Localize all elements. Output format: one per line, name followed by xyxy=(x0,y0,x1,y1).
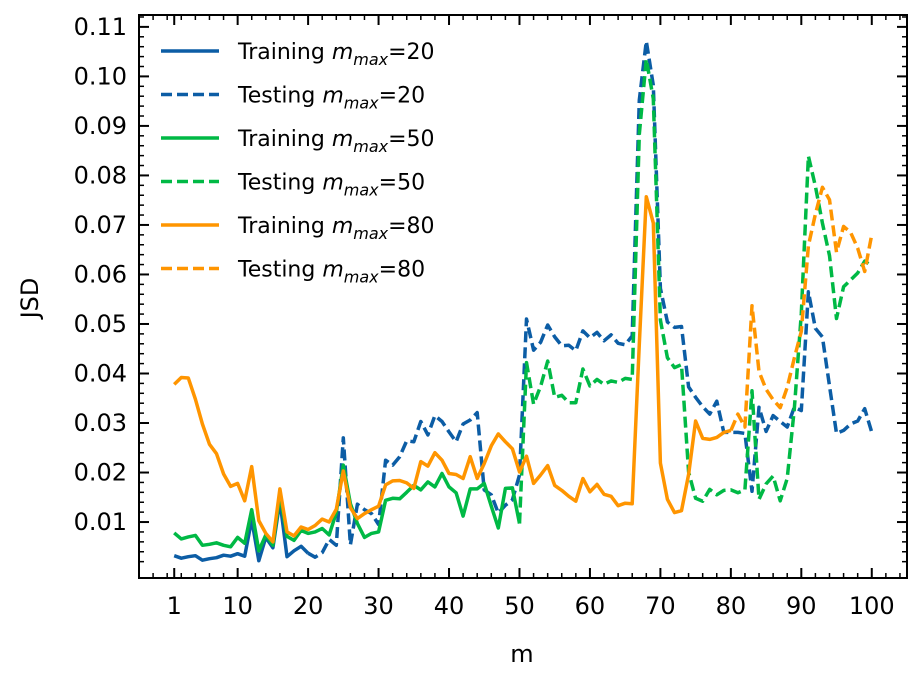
legend-label-m: m xyxy=(332,40,353,65)
legend-label: Testing mmax=50 xyxy=(237,171,425,200)
x-tick-label: 100 xyxy=(849,592,895,620)
plot-area: 1 10 20 30 40 50 60 70 80 90 100 0.01 0.02 0.03 0.04 0.… xyxy=(74,13,908,620)
legend-label-m: m xyxy=(322,258,343,283)
x-tick-label: 40 xyxy=(434,592,465,620)
y-tick-label: 0.07 xyxy=(74,211,127,239)
legend-label: Training mmax=50 xyxy=(237,127,435,156)
y-tick-label: 0.09 xyxy=(74,112,127,140)
x-tick-label: 1 xyxy=(167,592,182,620)
legend-label-m: m xyxy=(332,214,353,239)
legend-label-suffix: =50 xyxy=(379,171,425,196)
legend-label-prefix: Training xyxy=(237,40,332,65)
legend-label: Training mmax=20 xyxy=(237,40,435,69)
legend-label-suffix: =80 xyxy=(388,214,434,239)
y-tick-label: 0.05 xyxy=(74,310,127,338)
legend-label-sub: max xyxy=(344,268,379,287)
x-tick-label: 30 xyxy=(363,592,394,620)
x-tick-label: 10 xyxy=(222,592,253,620)
y-tick-label: 0.04 xyxy=(74,359,127,387)
legend-label-sub: max xyxy=(353,137,388,156)
legend-label-prefix: Training xyxy=(237,127,332,152)
legend-label-suffix: =50 xyxy=(388,127,434,152)
series-line-training-20 xyxy=(173,499,310,563)
legend-label-sub: max xyxy=(353,224,388,243)
legend-label: Testing mmax=20 xyxy=(237,84,425,113)
legend-label-m: m xyxy=(332,127,353,152)
y-tick-label: 0.02 xyxy=(74,459,127,487)
series-layer xyxy=(172,39,874,563)
y-tick-label: 0.08 xyxy=(74,161,127,189)
legend-label-suffix: =20 xyxy=(379,84,425,109)
series-line-training-80 xyxy=(172,194,732,544)
y-axis-label: JSD xyxy=(16,278,44,321)
y-tick-label: 0.01 xyxy=(74,508,127,536)
series-line-testing-20 xyxy=(307,39,874,559)
legend-label: Testing mmax=80 xyxy=(237,258,425,287)
y-tick-label: 0.03 xyxy=(74,409,127,437)
plot-frame xyxy=(138,14,908,579)
x-tick-label: 90 xyxy=(786,592,817,620)
x-tick-label: 70 xyxy=(645,592,676,620)
y-tick-label: 0.10 xyxy=(74,62,127,90)
legend-label-prefix: Testing xyxy=(237,84,322,109)
x-tick-label: 50 xyxy=(504,592,535,620)
x-axis-label: m xyxy=(510,640,533,668)
legend-label-suffix: =80 xyxy=(379,258,425,283)
legend-label-m: m xyxy=(322,171,343,196)
ticks-layer xyxy=(138,15,907,578)
tick-labels-layer: 1 10 20 30 40 50 60 70 80 90 100 0.01 0.02 0.03 0.04 0.… xyxy=(74,13,895,620)
legend-label: Training mmax=80 xyxy=(237,214,435,243)
legend-label-sub: max xyxy=(344,94,379,113)
series-line-testing-50 xyxy=(517,57,873,524)
legend-label-suffix: =20 xyxy=(388,40,434,65)
legend-label-prefix: Testing xyxy=(237,171,322,196)
y-tick-label: 0.11 xyxy=(74,13,127,41)
series-line-testing-80 xyxy=(729,185,874,432)
legend-label-sub: max xyxy=(344,181,379,200)
y-tick-label: 0.06 xyxy=(74,260,127,288)
legend-label-prefix: Training xyxy=(237,214,332,239)
legend-label-m: m xyxy=(322,84,343,109)
x-tick-label: 60 xyxy=(575,592,606,620)
legend-label-sub: max xyxy=(353,50,388,69)
x-tick-label: 20 xyxy=(293,592,324,620)
legend-label-prefix: Testing xyxy=(237,258,322,283)
x-tick-label: 80 xyxy=(716,592,747,620)
